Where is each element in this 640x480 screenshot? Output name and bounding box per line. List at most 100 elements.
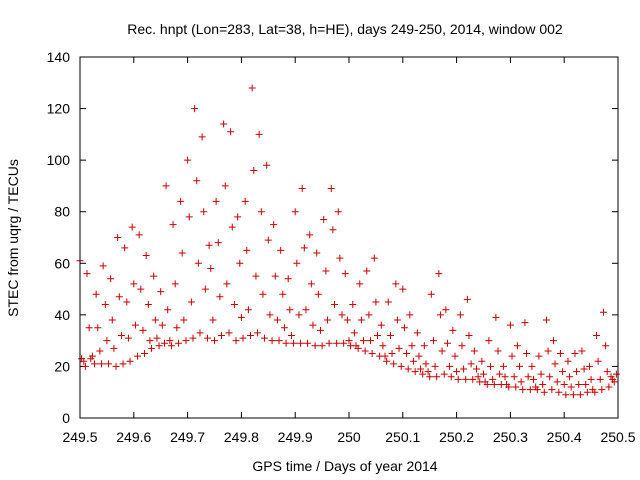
- data-point: [277, 246, 285, 254]
- data-point: [431, 362, 439, 370]
- data-point: [446, 362, 454, 370]
- data-point: [429, 337, 437, 345]
- data-point: [363, 267, 371, 275]
- data-point: [374, 331, 382, 339]
- data-point: [599, 308, 607, 316]
- data-point: [519, 386, 527, 394]
- data-point: [110, 344, 118, 352]
- data-point: [569, 391, 577, 399]
- data-point: [220, 120, 228, 128]
- data-point: [426, 373, 434, 381]
- data-point: [237, 313, 245, 321]
- x-tick-label: 249.5: [62, 429, 97, 445]
- data-point: [368, 350, 376, 358]
- data-point: [456, 311, 464, 319]
- data-point: [320, 215, 328, 223]
- data-point: [302, 306, 310, 314]
- data-point: [300, 244, 308, 252]
- data-point: [341, 270, 349, 278]
- data-point: [225, 329, 233, 337]
- data-point: [279, 290, 287, 298]
- data-point: [307, 280, 315, 288]
- data-point: [575, 380, 583, 388]
- data-point: [367, 337, 375, 345]
- data-point: [350, 329, 358, 337]
- data-point: [94, 324, 102, 332]
- data-point: [539, 380, 547, 388]
- data-point: [386, 331, 394, 339]
- data-point: [119, 360, 127, 368]
- data-point: [196, 329, 204, 337]
- data-point: [243, 246, 251, 254]
- data-point: [417, 365, 425, 373]
- y-tick-label: 80: [54, 204, 70, 220]
- data-point: [512, 383, 520, 391]
- data-point: [322, 267, 330, 275]
- data-point: [135, 231, 143, 239]
- data-point: [562, 391, 570, 399]
- data-point: [377, 321, 385, 329]
- data-point: [372, 298, 380, 306]
- data-point: [490, 380, 498, 388]
- data-point: [177, 197, 185, 205]
- data-point: [384, 298, 392, 306]
- plot-frame: [79, 56, 619, 419]
- data-point: [542, 316, 550, 324]
- y-tick-label: 140: [47, 49, 71, 65]
- data-point: [549, 337, 557, 345]
- data-point: [551, 360, 559, 368]
- data-point: [530, 375, 538, 383]
- data-point: [115, 293, 123, 301]
- data-point: [449, 326, 457, 334]
- data-point: [327, 185, 335, 193]
- data-point: [112, 362, 120, 370]
- data-point: [101, 301, 109, 309]
- data-point: [602, 342, 610, 350]
- data-point: [124, 334, 132, 342]
- data-point: [469, 375, 477, 383]
- data-point: [411, 368, 419, 376]
- data-point: [587, 375, 595, 383]
- data-point: [329, 226, 337, 234]
- data-point: [496, 370, 504, 378]
- data-point: [128, 223, 136, 231]
- data-point: [506, 321, 514, 329]
- data-point: [189, 334, 197, 342]
- data-point: [146, 337, 154, 345]
- data-point: [400, 324, 408, 332]
- x-tick-label: 250.5: [600, 429, 635, 445]
- data-point: [209, 316, 217, 324]
- data-point: [239, 334, 247, 342]
- data-point: [361, 347, 369, 355]
- data-point: [241, 197, 249, 205]
- data-point: [392, 280, 400, 288]
- data-point: [157, 288, 165, 296]
- data-point: [388, 350, 396, 358]
- data-point: [492, 313, 500, 321]
- data-point: [365, 311, 373, 319]
- data-point: [494, 347, 502, 355]
- data-point: [105, 360, 113, 368]
- data-point: [499, 362, 507, 370]
- data-point: [510, 373, 518, 381]
- data-point: [153, 334, 161, 342]
- data-point: [293, 259, 301, 267]
- data-point: [313, 249, 321, 257]
- data-point: [291, 208, 299, 216]
- data-point: [244, 306, 252, 314]
- data-point: [533, 386, 541, 394]
- data-point: [523, 350, 531, 358]
- data-point: [580, 365, 588, 373]
- data-point: [505, 383, 513, 391]
- x-tick-label: 250: [337, 429, 361, 445]
- data-point: [142, 252, 150, 260]
- x-tick-label: 249.9: [278, 429, 313, 445]
- x-tick-label: 250.2: [439, 429, 474, 445]
- data-point: [415, 352, 423, 360]
- data-point: [261, 334, 269, 342]
- data-point: [576, 391, 584, 399]
- data-point: [96, 347, 104, 355]
- data-point: [370, 254, 378, 262]
- data-point: [160, 339, 168, 347]
- data-point: [540, 388, 548, 396]
